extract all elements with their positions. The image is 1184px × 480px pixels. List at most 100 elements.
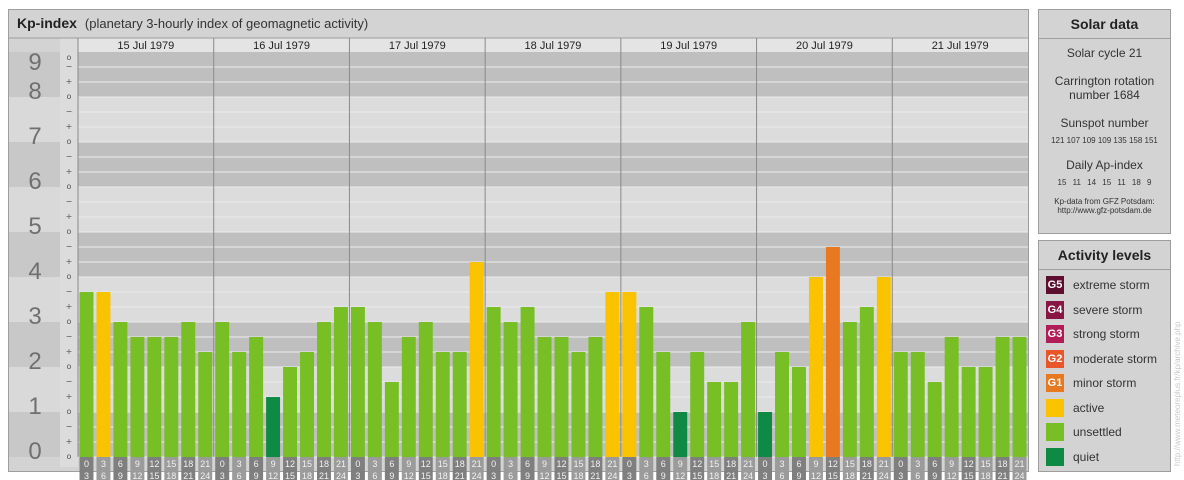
interval-end-label: 24 <box>607 471 617 480</box>
interval-cell <box>690 469 705 480</box>
interval-end-label: 3 <box>84 471 89 480</box>
legend-label: minor storm <box>1073 376 1137 391</box>
interval-end-label: 3 <box>220 471 225 480</box>
interval-start-label: 9 <box>406 459 411 469</box>
interval-end-label: 15 <box>149 471 159 480</box>
legend-label: moderate storm <box>1073 351 1158 366</box>
interval-cell <box>842 457 857 469</box>
legend-item-unsettled: unsettled <box>1039 420 1170 445</box>
kp-bar <box>690 352 705 457</box>
kp-bar <box>724 381 739 457</box>
interval-start-label: 12 <box>828 459 838 469</box>
y-axis-cell <box>9 52 60 97</box>
interval-cell <box>300 469 314 480</box>
interval-cell <box>808 457 823 469</box>
interval-cell <box>486 457 501 469</box>
sub-tick-label: − <box>66 377 73 386</box>
ap-title: Daily Ap-index <box>1066 158 1143 172</box>
interval-cell <box>79 457 94 469</box>
interval-cell <box>401 469 416 480</box>
interval-start-label: 15 <box>709 459 719 469</box>
sub-tick-label: o <box>67 53 72 62</box>
interval-cell <box>435 469 450 480</box>
kp-bar <box>520 307 535 457</box>
interval-cell <box>995 469 1010 480</box>
interval-cell <box>266 457 281 469</box>
interval-start-label: 9 <box>813 459 818 469</box>
kp-bar <box>808 277 823 457</box>
interval-cell <box>622 469 637 480</box>
sub-tick-label: o <box>67 407 72 416</box>
kp-bar <box>232 352 247 457</box>
interval-cell <box>775 457 789 469</box>
interval-end-label: 3 <box>355 471 360 480</box>
sub-tick-label: + <box>66 122 73 131</box>
interval-cell <box>876 469 891 480</box>
interval-cell <box>249 457 264 469</box>
date-label: 17 Jul 1979 <box>389 40 446 52</box>
kp-bar <box>707 381 722 457</box>
interval-cell <box>147 469 162 480</box>
interval-start-label: 15 <box>302 459 312 469</box>
interval-cell <box>469 469 484 480</box>
interval-cell <box>961 457 976 469</box>
interval-end-label: 21 <box>183 471 193 480</box>
interval-cell <box>333 469 348 480</box>
y-axis-cell <box>9 277 60 322</box>
interval-cell <box>181 469 196 480</box>
interval-cell <box>367 457 382 469</box>
sub-tick-label: − <box>66 62 73 71</box>
interval-cell <box>503 469 518 480</box>
kp-bar <box>181 322 196 457</box>
solar-cycle: Solar cycle 21 <box>1066 46 1143 60</box>
subtick-column-bg <box>60 38 78 467</box>
kp-bar <box>198 352 213 457</box>
interval-cell <box>317 469 331 480</box>
interval-cell <box>588 469 603 480</box>
kp-bar <box>792 367 806 457</box>
interval-start-label: 6 <box>661 459 666 469</box>
kp-bar <box>503 322 518 457</box>
interval-cell <box>96 457 111 469</box>
interval-start-label: 3 <box>372 459 377 469</box>
interval-end-label: 24 <box>200 471 210 480</box>
interval-start-label: 21 <box>336 459 346 469</box>
kp-bar <box>283 367 298 457</box>
sub-tick-label: − <box>66 152 73 161</box>
interval-start-label: 15 <box>845 459 855 469</box>
kp-bar <box>571 352 586 457</box>
kp-band <box>78 232 1028 277</box>
interval-cell <box>571 469 586 480</box>
interval-cell <box>232 457 247 469</box>
kp-bar <box>893 352 908 457</box>
kp-bar <box>910 352 925 457</box>
interval-cell <box>944 469 959 480</box>
legend-swatch-g5: G5 <box>1046 276 1064 295</box>
y-axis-cell <box>9 322 60 367</box>
kp-bar <box>486 307 501 457</box>
legend-label: strong storm <box>1073 327 1140 342</box>
interval-start-label: 12 <box>964 459 974 469</box>
legend-swatch-g3: G3 <box>1046 325 1064 344</box>
kp-bar <box>927 381 942 457</box>
kp-band <box>78 52 1028 97</box>
interval-cell <box>639 457 654 469</box>
kp-bar <box>266 397 281 457</box>
interval-cell <box>164 469 179 480</box>
interval-end-label: 12 <box>132 471 142 480</box>
y-axis-cell <box>9 232 60 277</box>
watermark-text: http://www.meteoreplus.fr/kp/archive.php <box>1173 321 1182 466</box>
kp-bar <box>147 336 162 457</box>
sub-tick-label: − <box>66 422 73 431</box>
kp-bar <box>758 412 773 457</box>
legend-label: active <box>1073 400 1105 415</box>
interval-end-label: 21 <box>998 471 1008 480</box>
kp-bar <box>639 307 654 457</box>
interval-start-label: 6 <box>389 459 394 469</box>
interval-end-label: 6 <box>915 471 920 480</box>
interval-start-label: 6 <box>525 459 530 469</box>
interval-end-label: 18 <box>845 471 855 480</box>
interval-cell <box>469 457 484 469</box>
interval-start-label: 18 <box>726 459 736 469</box>
interval-cell <box>758 457 773 469</box>
